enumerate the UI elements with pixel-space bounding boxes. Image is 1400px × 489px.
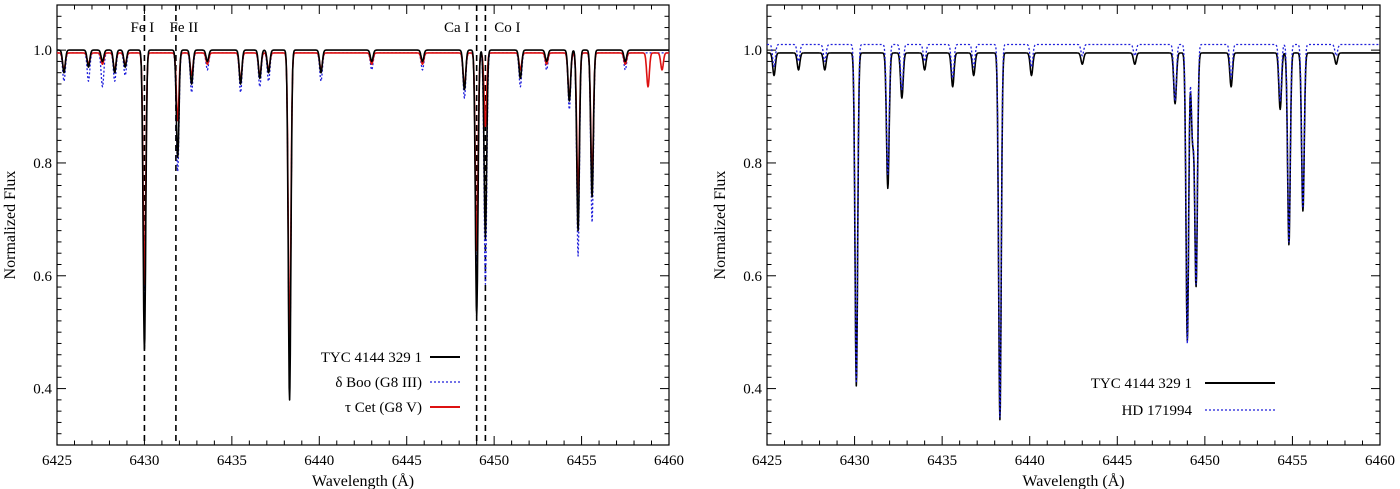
y-tick-label: 0.8: [33, 156, 52, 172]
x-axis-label: Wavelength (Å): [312, 472, 414, 489]
x-tick-label: 6425: [42, 453, 72, 469]
marker-label: Fe II: [170, 20, 199, 36]
legend: TYC 4144 329 1 HD 171994: [1091, 376, 1275, 419]
marker-label: Ca I: [444, 20, 469, 36]
y-tick-label: 0.6: [33, 269, 52, 285]
series-line: [57, 49, 669, 401]
plot-frame: [766, 4, 1381, 446]
x-tick-label: 6450: [479, 453, 509, 469]
x-tick-label: 6445: [392, 453, 422, 469]
line-markers: Fe I Fe II Ca I Co I: [131, 5, 521, 445]
legend-label: TYC 4144 329 1: [321, 350, 422, 366]
legend-label: HD 171994: [1122, 403, 1193, 419]
x-axis-label: Wavelength (Å): [1022, 472, 1124, 489]
legend-label: TYC 4144 329 1: [1091, 376, 1192, 392]
y-tick-label: 1.0: [743, 43, 762, 59]
y-tick-label: 0.4: [33, 382, 52, 398]
series-line: [767, 52, 1380, 421]
y-tick-label: 0.4: [743, 382, 762, 398]
x-tick-label: 6460: [1365, 453, 1395, 469]
x-tick-label: 6445: [1102, 453, 1132, 469]
y-tick-label: 0.8: [743, 156, 762, 172]
x-tick-label: 6435: [927, 453, 957, 469]
y-tick-label: 1.0: [33, 43, 52, 59]
series-group: [767, 43, 1380, 421]
plot-frame: [56, 4, 670, 446]
y-axis-label: Normalized Flux: [712, 171, 729, 280]
x-tick-label: 6455: [567, 453, 597, 469]
legend-label: δ Boo (G8 III): [335, 375, 422, 391]
x-tick-label: 6450: [1190, 453, 1220, 469]
legend: TYC 4144 329 1 δ Boo (G8 III) τ Cet (G8 V): [321, 350, 460, 416]
x-tick-label: 6435: [217, 453, 247, 469]
marker-label: Co I: [494, 20, 520, 36]
x-tick-label: 6455: [1277, 453, 1307, 469]
y-tick-label: 0.6: [743, 269, 762, 285]
series-line: [767, 43, 1380, 418]
x-tick-label: 6425: [752, 453, 782, 469]
y-axis-label: Normalized Flux: [2, 171, 19, 280]
x-tick-label: 6440: [1015, 453, 1045, 469]
x-tick-label: 6430: [129, 453, 159, 469]
legend-label: τ Cet (G8 V): [345, 400, 422, 416]
left-panel: 6425 6430 6435 6440 6445 6450 6455 6460 0.4 0.6 0.…: [2, 4, 684, 489]
x-tick-label: 6440: [304, 453, 334, 469]
x-tick-label: 6430: [840, 453, 870, 469]
marker-label: Fe I: [131, 20, 155, 36]
right-panel: 6425 6430 6435 6440 6445 6450 6455 6460 0.4 0.6 0.…: [712, 4, 1395, 489]
series-group: [57, 49, 669, 401]
x-tick-label: 6460: [654, 453, 684, 469]
